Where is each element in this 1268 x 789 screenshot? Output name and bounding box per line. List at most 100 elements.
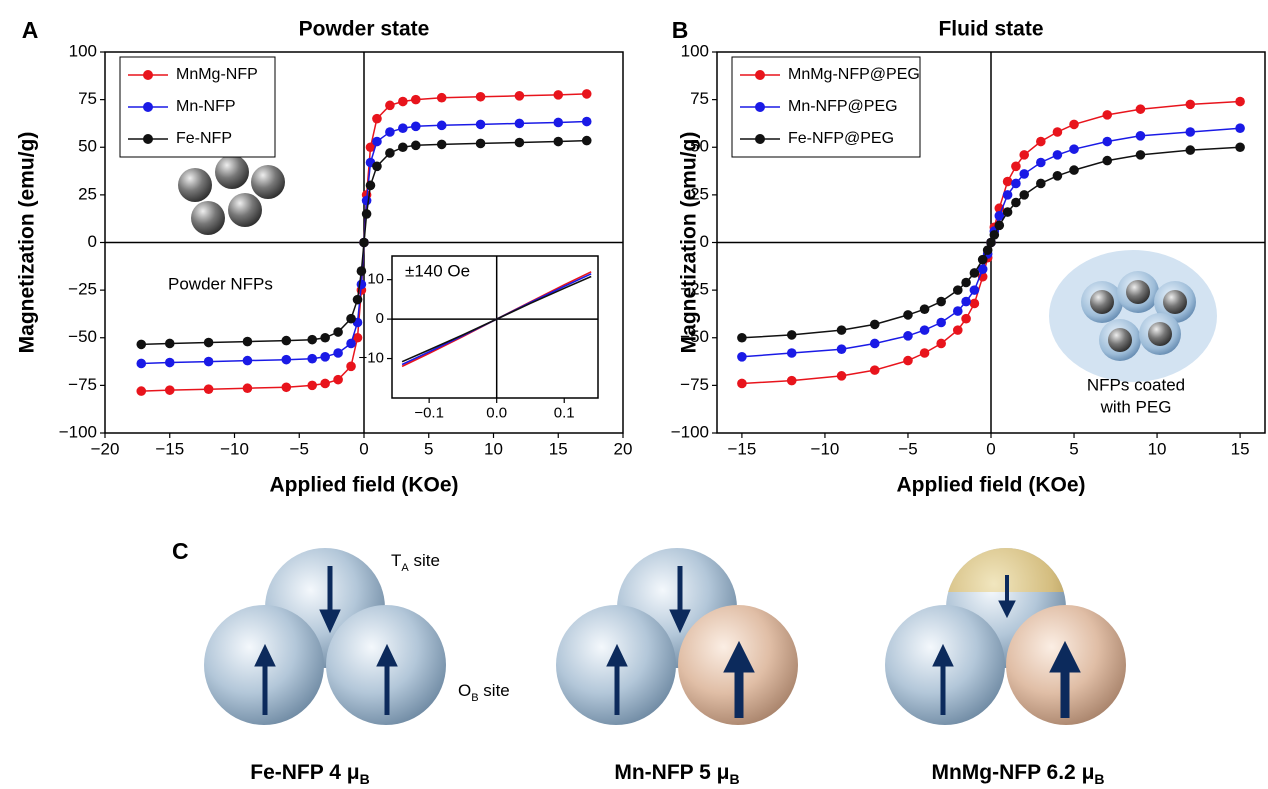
data-point <box>1052 171 1063 181</box>
data-point <box>581 135 592 146</box>
data-point <box>411 94 421 105</box>
data-point <box>281 354 292 365</box>
data-point <box>281 335 292 346</box>
legend-label: Fe-NFP@PEG <box>788 130 894 147</box>
data-point <box>203 337 214 348</box>
data-point <box>436 92 447 103</box>
data-point <box>320 352 330 362</box>
site-label-sub: A <box>401 562 409 574</box>
caption-main: Mn-NFP 5 μ <box>614 761 729 784</box>
data-point <box>385 127 395 137</box>
data-point <box>553 117 564 128</box>
data-point <box>136 358 147 369</box>
data-point <box>989 230 1000 240</box>
data-point <box>1069 144 1079 154</box>
x-tick-label: 5 <box>1069 439 1078 458</box>
data-point <box>398 96 408 107</box>
x-tick-label: 0.1 <box>554 404 575 421</box>
data-point <box>346 361 356 372</box>
x-tick-label: −5 <box>898 439 917 458</box>
data-point <box>372 113 382 124</box>
legend-label: MnMg-NFP@PEG <box>788 66 920 83</box>
legend-marker <box>143 134 153 144</box>
data-point <box>1036 136 1046 147</box>
data-point <box>1135 131 1146 141</box>
data-point <box>919 348 930 358</box>
legend-label: Mn-NFP@PEG <box>788 98 898 115</box>
data-point <box>952 306 963 316</box>
x-tick-label: 5 <box>424 439 433 458</box>
y-tick-label: −100 <box>59 422 97 441</box>
site-label: TA site <box>391 551 440 573</box>
data-point <box>514 137 525 148</box>
data-point <box>1185 127 1196 137</box>
data-point <box>1135 150 1146 160</box>
data-point <box>969 268 980 278</box>
site-label-main: T <box>391 551 401 570</box>
chart-title: Powder state <box>299 18 430 41</box>
x-axis-label: Applied field (KOe) <box>270 474 459 497</box>
x-tick-label: 0 <box>359 439 368 458</box>
data-point <box>952 325 963 335</box>
y-tick-label: 0 <box>700 232 709 251</box>
x-tick-label: −0.1 <box>414 404 444 421</box>
x-tick-label: −15 <box>727 439 756 458</box>
data-point <box>994 220 1005 231</box>
chart-title: Fluid state <box>938 18 1043 41</box>
spin-diagram: C TA site OB site Fe-NFP 4 μB Mn-NFP 5 μ… <box>172 538 1126 787</box>
data-point <box>1002 190 1013 200</box>
x-tick-label: 0.0 <box>486 404 507 421</box>
data-point <box>1002 176 1013 187</box>
data-point <box>919 304 930 314</box>
data-point <box>514 91 525 101</box>
data-point <box>936 338 946 349</box>
data-point <box>1102 136 1113 147</box>
data-point <box>977 264 988 274</box>
data-point <box>994 211 1005 221</box>
data-point <box>359 237 369 248</box>
data-point <box>333 327 343 337</box>
data-point <box>1185 99 1196 110</box>
data-point <box>1235 142 1245 153</box>
y-tick-label: −25 <box>68 280 97 299</box>
data-point <box>786 375 797 386</box>
legend-marker <box>755 134 765 144</box>
data-point <box>281 382 292 393</box>
annotation: ±140 Oe <box>405 261 470 280</box>
series-line <box>401 275 592 363</box>
legend-label: Mn-NFP <box>176 98 236 115</box>
data-point <box>436 120 447 131</box>
data-point <box>136 339 147 350</box>
data-point <box>1011 178 1021 189</box>
data-point <box>398 123 408 133</box>
data-point <box>1002 207 1013 217</box>
powder-particles <box>178 155 285 235</box>
data-point <box>352 332 363 343</box>
data-point <box>242 355 253 366</box>
data-point <box>836 344 847 354</box>
legend-label: Fe-NFP <box>176 130 232 147</box>
annotation: Powder NFPs <box>168 274 273 293</box>
y-tick-label: 10 <box>367 271 384 288</box>
data-point <box>903 331 913 341</box>
x-tick-label: −20 <box>91 439 120 458</box>
x-tick-label: 15 <box>1231 439 1250 458</box>
data-point <box>1135 104 1146 114</box>
data-point <box>869 319 880 330</box>
chart: −20 −15 −10 −5 0 5 10 15 20−100−75−50−2502550751… <box>16 17 633 496</box>
data-point <box>372 161 382 172</box>
annotation: with PEG <box>1100 397 1172 416</box>
inset-background <box>392 256 598 398</box>
data-point <box>1036 178 1046 189</box>
annotation: NFPs coated <box>1087 375 1185 394</box>
caption: Mn-NFP 5 μB <box>614 761 739 787</box>
x-tick-label: −5 <box>290 439 309 458</box>
data-point <box>372 136 382 147</box>
data-point <box>1052 150 1063 160</box>
data-point <box>385 148 395 158</box>
x-tick-label: 20 <box>614 439 633 458</box>
data-point <box>581 116 592 127</box>
y-tick-label: 50 <box>78 137 97 156</box>
data-point <box>1019 150 1030 160</box>
